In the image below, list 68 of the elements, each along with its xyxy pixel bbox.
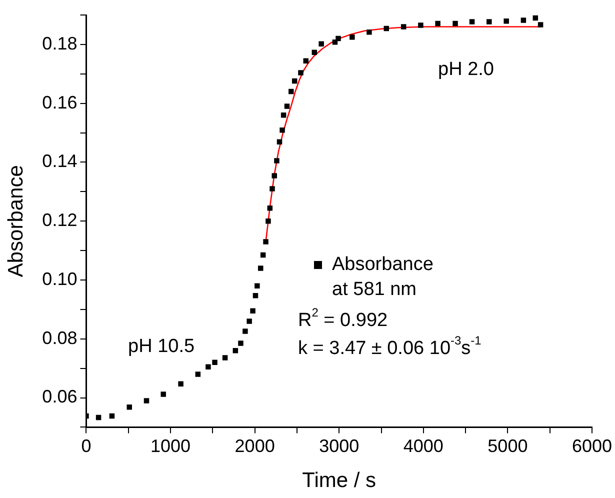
point bbox=[280, 112, 286, 118]
point bbox=[298, 70, 304, 76]
point bbox=[178, 381, 184, 387]
legend-label: Absorbance at 581 nm bbox=[332, 254, 434, 300]
point bbox=[238, 340, 244, 346]
y-tick-label: 0.16 bbox=[42, 92, 78, 112]
point bbox=[336, 36, 341, 42]
point bbox=[384, 26, 390, 32]
point bbox=[109, 413, 115, 419]
point bbox=[538, 22, 544, 28]
point bbox=[486, 19, 492, 24]
x-tick-label: 1000 bbox=[150, 436, 191, 456]
point bbox=[318, 41, 324, 46]
point bbox=[206, 364, 211, 370]
point bbox=[520, 18, 526, 23]
x-axis-title: Time / s bbox=[302, 469, 376, 492]
point bbox=[258, 266, 264, 271]
point bbox=[280, 128, 285, 133]
point bbox=[212, 360, 218, 366]
point bbox=[222, 355, 228, 360]
point bbox=[276, 139, 282, 145]
point bbox=[312, 50, 318, 56]
y-axis-title: Absorbance bbox=[4, 165, 28, 278]
x-tick-label: 3000 bbox=[319, 436, 360, 456]
point bbox=[126, 404, 132, 410]
point bbox=[266, 218, 271, 224]
point bbox=[252, 292, 258, 298]
point bbox=[504, 18, 509, 24]
y-tick-label: 0.18 bbox=[42, 33, 78, 54]
point bbox=[469, 19, 475, 24]
x-tick-label: 4000 bbox=[403, 436, 444, 456]
y-tick-label: 0.10 bbox=[42, 268, 78, 289]
point bbox=[366, 29, 372, 35]
point bbox=[288, 88, 294, 94]
x-tick-label: 2000 bbox=[234, 436, 275, 456]
point bbox=[250, 308, 256, 314]
point bbox=[303, 58, 309, 64]
y-tick-label: 0.06 bbox=[42, 386, 78, 407]
point bbox=[452, 20, 458, 26]
point bbox=[246, 318, 252, 324]
y-tick-label: 0.14 bbox=[42, 151, 78, 172]
y-tick-label: 0.12 bbox=[42, 210, 78, 230]
point bbox=[96, 414, 102, 420]
point bbox=[292, 78, 298, 84]
point bbox=[260, 252, 266, 258]
annotation: pH 2.0 bbox=[438, 59, 494, 80]
x-tick-label: 6000 bbox=[572, 436, 612, 456]
point bbox=[267, 206, 273, 211]
point bbox=[274, 158, 280, 164]
x-tick-label: 0 bbox=[81, 436, 92, 456]
point bbox=[254, 283, 260, 288]
point bbox=[195, 372, 201, 377]
point bbox=[418, 22, 424, 28]
point bbox=[232, 348, 238, 354]
point bbox=[272, 173, 277, 178]
point bbox=[263, 239, 268, 244]
point bbox=[435, 20, 440, 26]
point bbox=[144, 398, 150, 404]
point bbox=[270, 186, 275, 192]
y-tick-label: 0.08 bbox=[42, 328, 78, 348]
point bbox=[532, 15, 538, 21]
point bbox=[400, 24, 406, 30]
annotation: pH 10.5 bbox=[128, 336, 195, 358]
x-tick-label: 5000 bbox=[488, 436, 528, 456]
point bbox=[350, 34, 355, 40]
point bbox=[284, 104, 290, 109]
point bbox=[242, 328, 248, 334]
point bbox=[160, 392, 166, 397]
